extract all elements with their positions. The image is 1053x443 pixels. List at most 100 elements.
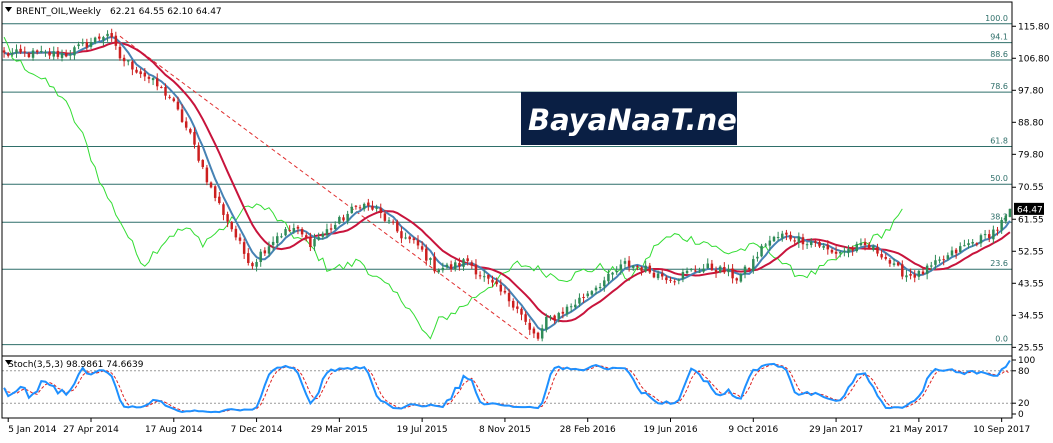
candle-body bbox=[180, 109, 184, 122]
candle-body bbox=[615, 270, 618, 273]
candle-body bbox=[267, 246, 271, 254]
candle-body bbox=[73, 47, 76, 56]
candle-body bbox=[226, 214, 229, 222]
candle-body bbox=[814, 241, 817, 243]
candle-body bbox=[934, 260, 937, 265]
x-tick-label: 9 Oct 2016 bbox=[728, 425, 778, 435]
candle-body bbox=[102, 37, 105, 41]
stoch-y-tick-label: 100 bbox=[1018, 356, 1035, 366]
candle-body bbox=[979, 235, 983, 244]
candle-body bbox=[702, 268, 705, 272]
candle-body bbox=[300, 229, 304, 235]
x-tick-label: 29 Mar 2015 bbox=[311, 425, 368, 435]
candle-body bbox=[27, 53, 31, 58]
candle-body bbox=[474, 264, 478, 275]
candle-body bbox=[652, 272, 656, 278]
candle-body bbox=[98, 36, 101, 39]
candle-body bbox=[193, 132, 196, 145]
candle-body bbox=[147, 76, 151, 79]
x-tick-label: 29 Jan 2017 bbox=[809, 425, 863, 435]
candle-body bbox=[611, 272, 614, 275]
x-tick-label: 7 Dec 2014 bbox=[231, 425, 283, 435]
stoch-y-tick-label: 0 bbox=[1018, 410, 1024, 420]
candle-body bbox=[648, 265, 652, 273]
candle-body bbox=[805, 244, 809, 246]
candle-body bbox=[449, 264, 453, 270]
candle-body bbox=[921, 271, 925, 275]
candle-body bbox=[578, 297, 581, 304]
candle-body bbox=[40, 50, 43, 52]
candle-body bbox=[251, 263, 254, 267]
candle-body bbox=[735, 278, 738, 281]
axes-layer: 115.80 106.80 97.80 88.80 79.80 70.55 61.55 52.… bbox=[1, 1, 1050, 435]
candle-body bbox=[752, 259, 755, 271]
candle-body bbox=[110, 33, 113, 38]
candle-body bbox=[553, 315, 556, 320]
candle-body bbox=[586, 293, 589, 297]
candle-body bbox=[623, 261, 627, 264]
candle-body bbox=[499, 284, 503, 292]
candle-body bbox=[996, 229, 999, 231]
fast-ma-line bbox=[3, 35, 1011, 332]
candle-body bbox=[135, 69, 138, 73]
plot-border bbox=[1, 1, 1013, 419]
stoch-main-line bbox=[3, 359, 1011, 414]
candle-body bbox=[155, 78, 159, 87]
candle-body bbox=[367, 202, 370, 206]
y-tick-label: 61.55 bbox=[1018, 215, 1044, 225]
fib-level-label: 78.6 bbox=[990, 82, 1008, 91]
candle-body bbox=[673, 281, 676, 283]
candle-body bbox=[656, 273, 660, 279]
x-tick-label: 21 May 2017 bbox=[890, 425, 949, 435]
dashed-trend-line bbox=[119, 35, 531, 341]
candle-body bbox=[557, 313, 560, 319]
candle-body bbox=[470, 262, 474, 266]
candle-body bbox=[247, 253, 250, 263]
x-tick-label: 19 Jun 2016 bbox=[643, 425, 697, 435]
candle-body bbox=[242, 242, 246, 254]
candle-body bbox=[511, 300, 515, 308]
chart-header: BRENT_OIL,Weekly 62.21 64.55 62.10 64.47 bbox=[5, 7, 222, 17]
candle-body bbox=[350, 206, 354, 214]
candle-body bbox=[909, 274, 912, 276]
candle-body bbox=[561, 311, 565, 314]
candle-body bbox=[271, 241, 275, 246]
fib-level-label: 61.8 bbox=[990, 137, 1008, 146]
candle-body bbox=[454, 262, 457, 270]
stochastic-panel bbox=[2, 355, 1012, 414]
candle-body bbox=[15, 49, 18, 54]
candle-body bbox=[685, 270, 689, 274]
candle-body bbox=[151, 78, 155, 81]
candle-body bbox=[627, 260, 631, 267]
collapse-triangle-icon[interactable] bbox=[5, 360, 12, 365]
ohlc-values: 62.21 64.55 62.10 64.47 bbox=[110, 7, 222, 17]
candle-body bbox=[946, 255, 950, 259]
candle-body bbox=[462, 259, 465, 267]
candle-body bbox=[747, 268, 751, 270]
collapse-triangle-icon[interactable] bbox=[5, 7, 12, 12]
candle-body bbox=[785, 232, 788, 235]
candle-body bbox=[863, 242, 867, 246]
candle-body bbox=[930, 265, 933, 267]
candle-body bbox=[176, 101, 180, 110]
x-tick-label: 28 Feb 2016 bbox=[560, 425, 616, 435]
last-price-label: 64.47 bbox=[1017, 205, 1043, 215]
candle-body bbox=[992, 229, 995, 240]
candle-body bbox=[772, 236, 776, 242]
candle-body bbox=[317, 237, 320, 240]
candle-body bbox=[333, 224, 337, 229]
candle-body bbox=[466, 258, 469, 262]
candle-body bbox=[69, 54, 72, 56]
candle-body bbox=[292, 227, 296, 232]
candle-body bbox=[971, 242, 974, 244]
candle-body bbox=[391, 221, 395, 223]
candle-body bbox=[1000, 220, 1003, 230]
candle-body bbox=[172, 98, 176, 102]
candle-body bbox=[64, 52, 68, 57]
candle-body bbox=[768, 240, 772, 246]
symbol-label: BRENT_OIL,Weekly bbox=[16, 7, 102, 17]
candle-body bbox=[309, 237, 312, 247]
candle-body bbox=[545, 316, 548, 330]
candle-body bbox=[872, 246, 875, 250]
fib-level-label: 100.0 bbox=[985, 14, 1008, 23]
